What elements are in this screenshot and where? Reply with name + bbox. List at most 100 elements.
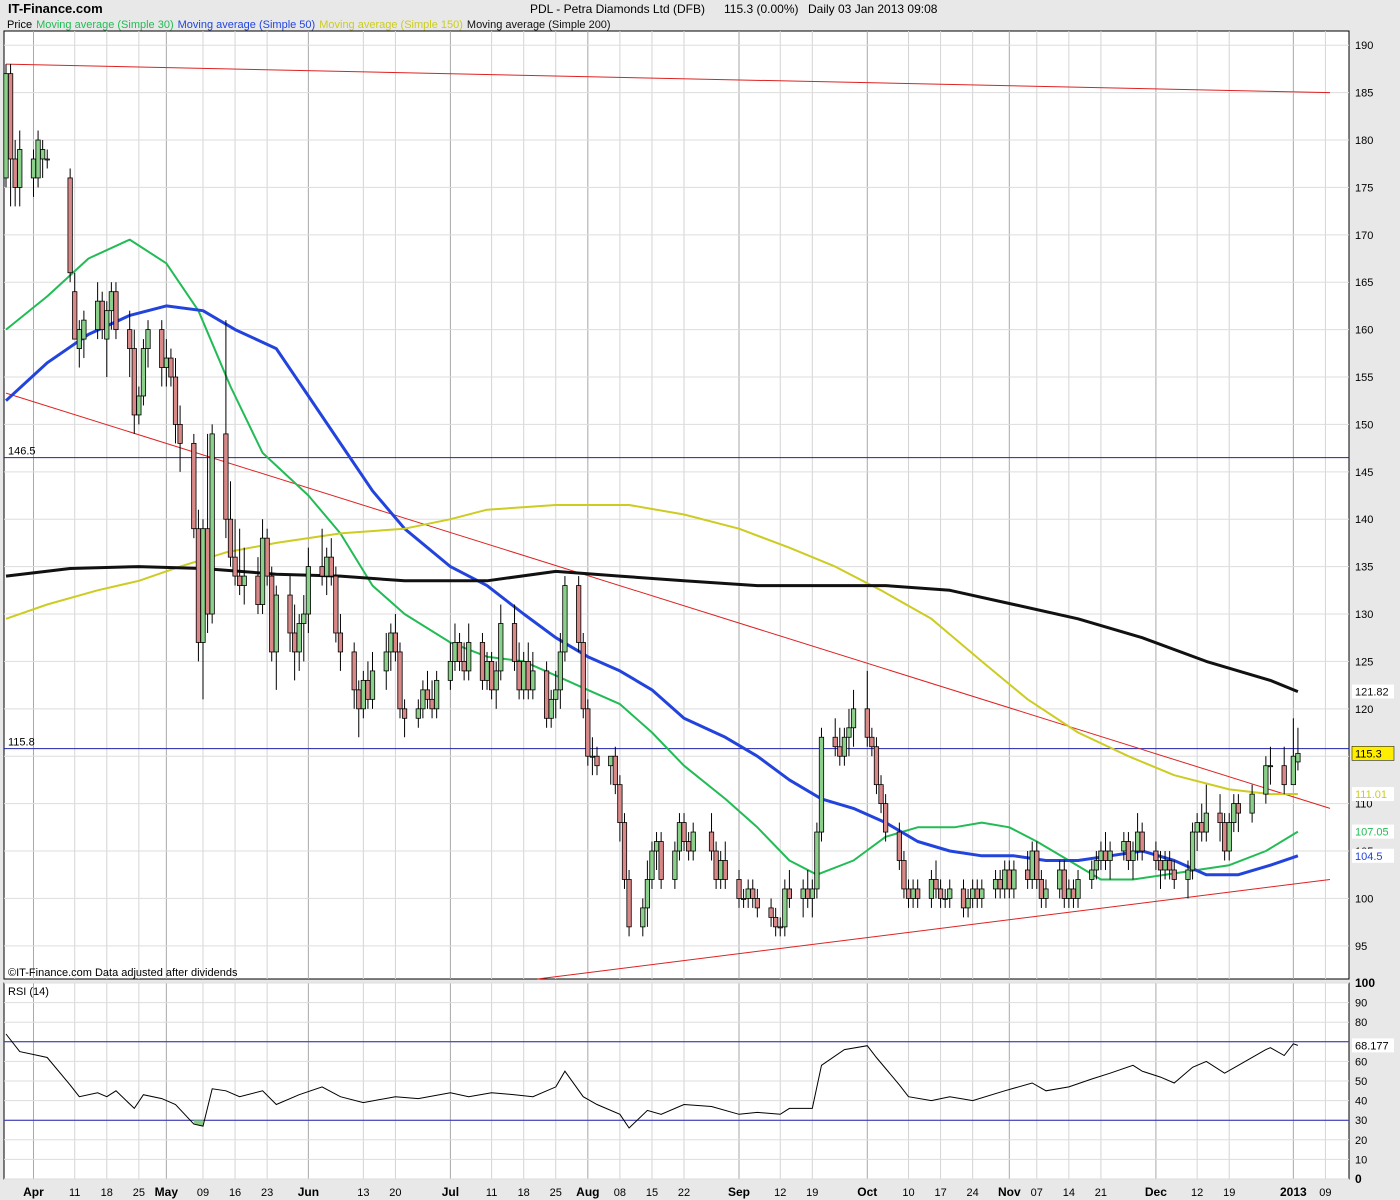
x-tick-label: 09 — [1319, 1187, 1331, 1199]
price-candle — [227, 481, 234, 567]
candle-body — [360, 679, 366, 710]
price-candle — [585, 699, 591, 766]
candle-body — [1139, 831, 1145, 852]
candle-body — [974, 888, 980, 899]
candle-body — [232, 556, 238, 577]
candle-body — [72, 291, 78, 340]
price-y-tick-label: 150 — [1355, 419, 1373, 431]
price-candle — [1290, 718, 1296, 786]
price-candle — [1249, 784, 1255, 823]
candle-body — [237, 575, 243, 586]
candle-body — [1153, 850, 1159, 861]
price-level-label: 146.5 — [8, 446, 36, 458]
price-y-tick-label: 160 — [1355, 325, 1373, 337]
price-value-badge-label: 121.82 — [1355, 687, 1389, 699]
trend-line — [5, 63, 1331, 94]
legend-entry: Moving average (Simple 50) — [178, 19, 316, 31]
candle-body — [997, 879, 1003, 890]
candle-body — [479, 642, 486, 681]
price-candle — [846, 708, 852, 757]
candle-body — [259, 537, 266, 605]
price-candle — [498, 604, 504, 681]
price-candle — [1043, 879, 1049, 908]
candle-body — [640, 907, 646, 928]
candle-body — [434, 679, 440, 710]
candle-body — [429, 698, 435, 710]
candle-body — [850, 708, 857, 729]
candle-body — [1171, 869, 1177, 880]
price-candle — [337, 614, 344, 671]
candle-body — [777, 926, 783, 929]
price-candle — [113, 282, 119, 340]
candle-body — [81, 319, 87, 340]
candle-body — [905, 888, 912, 899]
candle-body — [177, 424, 183, 444]
price-y-tick-label: 100 — [1355, 893, 1373, 905]
candle-body — [814, 831, 820, 890]
candle-body — [365, 679, 371, 700]
price-candle — [553, 670, 559, 719]
price-candle — [672, 841, 678, 889]
price-candle — [456, 632, 463, 671]
candle-body — [1034, 850, 1040, 880]
x-tick-label: 17 — [934, 1187, 946, 1199]
price-candle — [942, 888, 948, 908]
price-candle — [264, 528, 270, 586]
candle-body — [145, 329, 151, 349]
candle-body — [754, 898, 760, 909]
price-value-badge-label: 115.3 — [1355, 748, 1382, 760]
candle-body — [136, 395, 142, 416]
price-candle — [241, 547, 247, 605]
candle-body — [1025, 869, 1031, 880]
candle-body — [612, 755, 618, 786]
candle-body — [1107, 850, 1113, 861]
price-candle — [269, 566, 275, 662]
candle-body — [1125, 841, 1132, 861]
price-candle — [901, 851, 907, 899]
candle-body — [992, 879, 999, 890]
price-candle — [850, 689, 857, 747]
candle-body — [1011, 869, 1017, 890]
price-candle — [750, 879, 756, 908]
price-candle — [708, 813, 715, 861]
candle-body — [1130, 850, 1136, 861]
x-tick-label: 25 — [133, 1187, 145, 1199]
candle-body — [1134, 831, 1141, 852]
candle-body — [392, 632, 399, 653]
x-tick-label: 07 — [1031, 1187, 1043, 1199]
candle-body — [1102, 850, 1109, 861]
price-candle — [392, 614, 399, 662]
x-tick-label: Dec — [1145, 1185, 1167, 1199]
ma-line-ma200 — [5, 565, 1299, 693]
price-candle — [131, 329, 137, 434]
candle-body — [530, 670, 536, 691]
price-candle — [434, 670, 440, 719]
candle-body — [869, 736, 875, 748]
rsi-y-tick-label: 40 — [1355, 1096, 1367, 1108]
candle-body — [718, 860, 724, 880]
candle-body — [1066, 888, 1072, 899]
candle-body — [420, 689, 426, 710]
price-value-badge — [1352, 824, 1394, 839]
candle-body — [837, 746, 843, 757]
x-tick-label: 09 — [197, 1187, 209, 1199]
candle-body — [296, 623, 302, 653]
price-candle — [104, 301, 110, 378]
candle-body — [292, 632, 298, 653]
candle-body — [163, 357, 169, 368]
price-candle — [768, 898, 774, 927]
candle-body — [686, 841, 692, 852]
price-candle — [383, 632, 389, 690]
candle-body — [690, 831, 696, 852]
candle-body — [722, 860, 728, 880]
candle-body — [12, 158, 18, 188]
candle-body — [35, 139, 41, 179]
candle-body — [800, 888, 806, 899]
rsi-line — [5, 1033, 1299, 1129]
price-y-tick-label: 175 — [1355, 182, 1373, 194]
price-y-tick-label: 155 — [1355, 372, 1373, 384]
price-candle — [786, 869, 793, 908]
candle-body — [580, 642, 586, 710]
candle-body — [76, 329, 82, 349]
